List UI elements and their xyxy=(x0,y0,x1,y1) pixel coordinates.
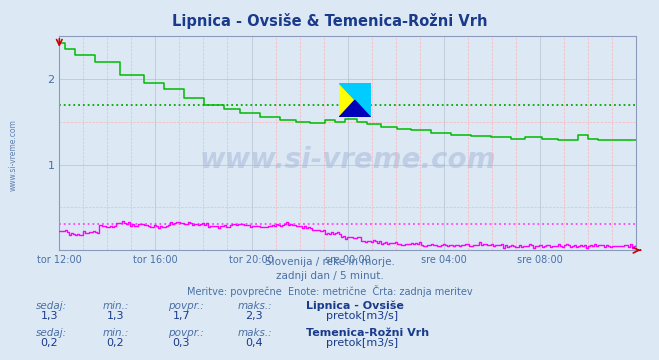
Text: 0,2: 0,2 xyxy=(41,338,58,348)
Text: 1,3: 1,3 xyxy=(107,311,124,321)
Text: 1,7: 1,7 xyxy=(173,311,190,321)
Text: povpr.:: povpr.: xyxy=(168,301,204,311)
Text: 0,3: 0,3 xyxy=(173,338,190,348)
Text: www.si-vreme.com: www.si-vreme.com xyxy=(9,119,18,191)
Text: min.:: min.: xyxy=(102,301,129,311)
Text: Temenica-Rožni Vrh: Temenica-Rožni Vrh xyxy=(306,328,430,338)
Text: 1,3: 1,3 xyxy=(41,311,58,321)
Text: Meritve: povprečne  Enote: metrične  Črta: zadnja meritev: Meritve: povprečne Enote: metrične Črta:… xyxy=(186,285,473,297)
Text: maks.:: maks.: xyxy=(237,328,272,338)
Text: 2,3: 2,3 xyxy=(245,311,262,321)
Polygon shape xyxy=(339,83,370,117)
Text: pretok[m3/s]: pretok[m3/s] xyxy=(326,311,398,321)
Text: pretok[m3/s]: pretok[m3/s] xyxy=(326,338,398,348)
Polygon shape xyxy=(339,100,370,117)
Text: Lipnica - Ovsiše: Lipnica - Ovsiše xyxy=(306,301,405,311)
Text: Slovenija / reke in morje.: Slovenija / reke in morje. xyxy=(264,257,395,267)
Text: sedaj:: sedaj: xyxy=(36,328,67,338)
Text: zadnji dan / 5 minut.: zadnji dan / 5 minut. xyxy=(275,271,384,281)
Text: maks.:: maks.: xyxy=(237,301,272,311)
Text: www.si-vreme.com: www.si-vreme.com xyxy=(200,146,496,174)
Text: 0,2: 0,2 xyxy=(107,338,124,348)
Text: sedaj:: sedaj: xyxy=(36,301,67,311)
Text: povpr.:: povpr.: xyxy=(168,328,204,338)
Text: min.:: min.: xyxy=(102,328,129,338)
Text: 0,4: 0,4 xyxy=(245,338,262,348)
Text: Lipnica - Ovsiše & Temenica-Rožni Vrh: Lipnica - Ovsiše & Temenica-Rožni Vrh xyxy=(172,13,487,28)
